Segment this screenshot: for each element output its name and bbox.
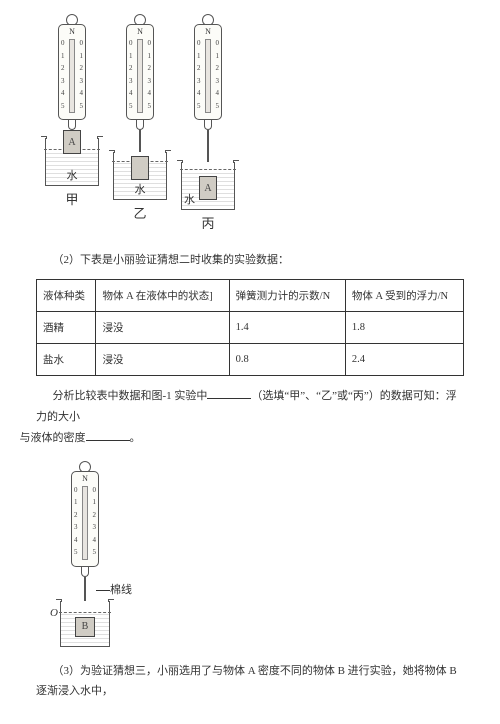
caption-jia: 甲 <box>65 189 78 208</box>
spring-scale: N 012345 012345 <box>126 14 154 130</box>
scale-numbers-right: 012345 <box>93 484 97 559</box>
table-header: 液体种类 <box>37 279 96 311</box>
apparatus-b: N 012345 012345 B <box>50 461 120 647</box>
table-row: 盐水 浸没 0.8 2.4 <box>37 343 464 375</box>
wire-icon <box>139 130 140 152</box>
scale-numbers-right: 012345 <box>148 37 152 112</box>
origin-label: O <box>50 607 58 619</box>
scale-unit: N <box>69 27 75 36</box>
table-cell: 0.8 <box>229 343 345 375</box>
blank-fill <box>207 389 251 399</box>
block-a: A <box>199 176 217 200</box>
figure-2: N 012345 012345 B 棉线 O <box>50 461 160 647</box>
q3-text: （3）为验证猜想三，小丽选用了与物体 A 密度不同的物体 B 进行实验，她将物体… <box>36 661 464 703</box>
data-table: 液体种类 物体 A 在液体中的状态] 弹簧测力计的示数/N 物体 A 受到的浮力… <box>36 279 464 376</box>
apparatus-yi: N 012345 012345 水 乙 <box>110 14 170 232</box>
beaker: A 水 <box>45 138 99 186</box>
scale-body: N 012345 012345 <box>126 24 154 120</box>
table-cell: 盐水 <box>37 343 96 375</box>
table-row: 酒精 浸没 1.4 1.8 <box>37 311 464 343</box>
q2-analysis: 分析比较表中数据和图-1 实验中（选填“甲”、“乙”或“丙”）的数据可知：浮力的… <box>36 386 464 449</box>
apparatus-bing: N 012345 012345 A 水 丙 <box>178 14 238 232</box>
scale-numbers-left: 012345 <box>74 484 78 559</box>
beaker: B <box>60 601 110 647</box>
table-cell: 浸没 <box>96 343 229 375</box>
scale-hook-icon <box>136 120 144 130</box>
scale-numbers-left: 012345 <box>129 37 133 112</box>
water-surface-icon <box>180 169 236 171</box>
thread-label: 棉线 <box>96 581 132 597</box>
scale-hook-icon <box>204 120 212 130</box>
blank-fill <box>86 431 130 441</box>
block-b: B <box>75 617 95 637</box>
scale-column-icon <box>82 486 88 560</box>
scale-column-icon <box>137 39 143 113</box>
table-header: 物体 A 受到的浮力/N <box>345 279 463 311</box>
table-cell: 1.8 <box>345 311 463 343</box>
spring-scale: N 012345 012345 <box>194 14 222 130</box>
q2-analysis-line2-pre: 与液体的密度 <box>20 432 86 444</box>
scale-unit: N <box>205 27 211 36</box>
table-header: 物体 A 在液体中的状态] <box>96 279 229 311</box>
beaker: 水 <box>113 152 167 200</box>
q2-intro: （2）下表是小丽验证猜想二时收集的实验数据： <box>36 250 464 271</box>
table-cell: 浸没 <box>96 311 229 343</box>
liquid-label: 水 <box>46 167 98 183</box>
table-cell: 2.4 <box>345 343 463 375</box>
scale-column-icon <box>69 39 75 113</box>
scale-unit: N <box>137 27 143 36</box>
beaker: A 水 <box>181 162 235 210</box>
table-header-row: 液体种类 物体 A 在液体中的状态] 弹簧测力计的示数/N 物体 A 受到的浮力… <box>37 279 464 311</box>
scale-numbers-right: 012345 <box>80 37 84 112</box>
spring-scale: N 012345 012345 <box>71 461 99 577</box>
scale-numbers-left: 012345 <box>61 37 65 112</box>
liquid-label: 水 <box>184 191 195 207</box>
figure-1: N 012345 012345 A 水 甲 <box>42 14 464 232</box>
table-cell: 1.4 <box>229 311 345 343</box>
table-header: 弹簧测力计的示数/N <box>229 279 345 311</box>
scale-hook-icon <box>68 120 76 130</box>
q2-analysis-line2-post: 。 <box>130 432 141 444</box>
scale-column-icon <box>205 39 211 113</box>
water-surface-icon <box>59 612 111 614</box>
table-cell: 酒精 <box>37 311 96 343</box>
thread-icon <box>84 577 85 601</box>
wire-icon <box>207 130 208 162</box>
scale-hook-icon <box>81 567 89 577</box>
caption-yi: 乙 <box>133 203 146 222</box>
q2-analysis-pre: 分析比较表中数据和图-1 实验中 <box>53 390 208 402</box>
scale-body: N 012345 012345 <box>58 24 86 120</box>
block-a: A <box>63 130 81 154</box>
block <box>131 156 149 180</box>
spring-scale: N 012345 012345 <box>58 14 86 130</box>
scale-body: N 012345 012345 <box>71 471 99 567</box>
scale-body: N 012345 012345 <box>194 24 222 120</box>
scale-unit: N <box>82 474 88 483</box>
scale-numbers-left: 012345 <box>197 37 201 112</box>
caption-bing: 丙 <box>201 213 214 232</box>
scale-numbers-right: 012345 <box>216 37 220 112</box>
liquid-label: 水 <box>114 181 166 197</box>
apparatus-jia: N 012345 012345 A 水 甲 <box>42 14 102 232</box>
